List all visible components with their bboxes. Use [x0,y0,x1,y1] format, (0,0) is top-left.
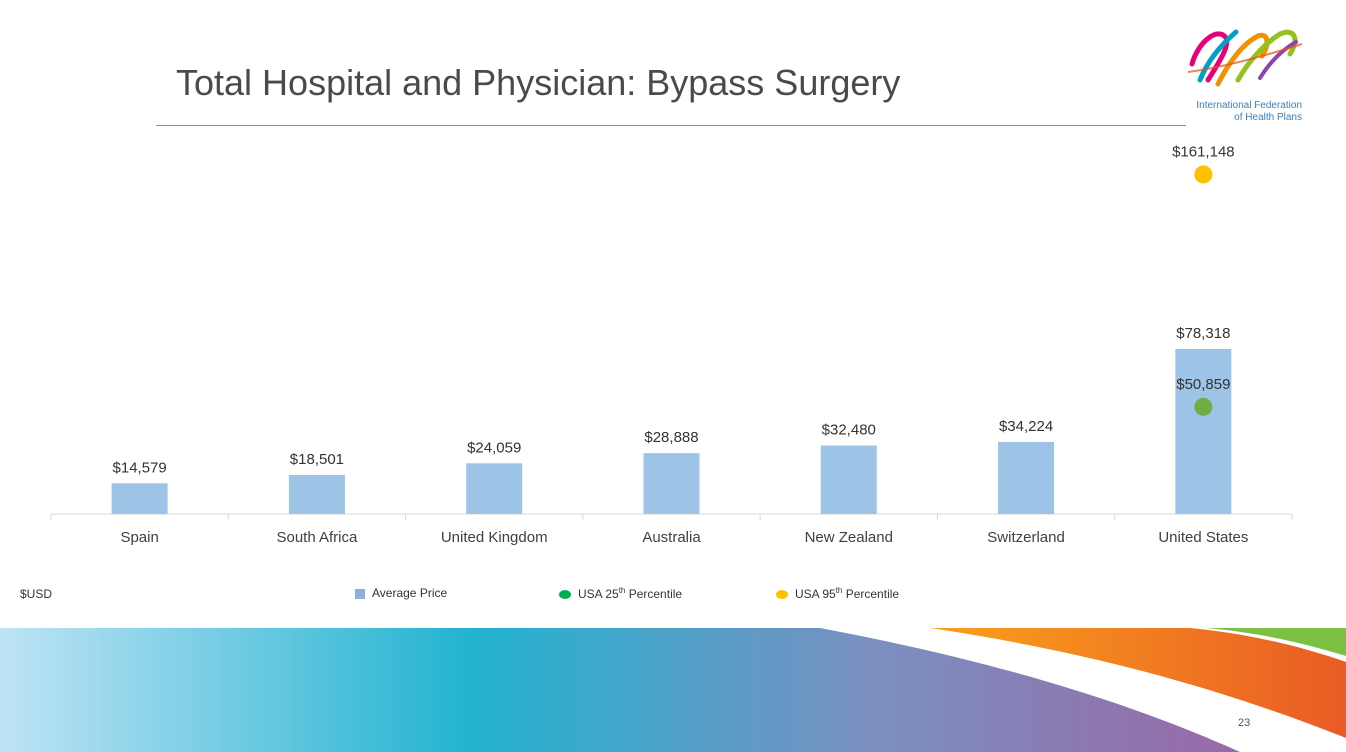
legend-average-price: Average Price [355,586,447,600]
legend-label-p25-prefix: USA 25 [578,587,619,601]
legend-label-p95-sup: th [835,586,843,595]
data-label: $34,224 [999,418,1053,435]
page-number: 23 [1238,717,1251,729]
legend-swatch-yellow-dot-icon [776,590,788,600]
bar-spain [111,483,168,514]
currency-note: $USD [20,587,53,601]
legend-label-average: Average Price [372,586,448,600]
x-tick-label: Australia [642,529,701,546]
x-tick-label: Switzerland [987,529,1065,546]
footer-banner [0,628,1346,752]
legend-label-p95-suffix: Percentile [842,587,900,601]
data-label: $78,318 [1176,325,1230,342]
legend-label-p25-suffix: Percentile [625,587,683,601]
marker-label: $161,148 [1172,143,1235,160]
x-tick-label: United Kingdom [441,529,548,546]
bar-switzerland [998,441,1055,514]
bar-united-kingdom [466,463,523,514]
bar-south-africa [288,475,345,514]
data-label: $32,480 [822,422,876,439]
bar-new-zealand [820,445,877,514]
legend-swatch-green-dot-icon [559,590,571,600]
legend-swatch-square-icon [355,588,365,599]
marker-label: $50,859 [1176,376,1230,393]
x-tick-label: New Zealand [805,529,893,546]
page-title: Total Hospital and Physician: Bypass Sur… [176,62,901,103]
marker-usa-95th-percentile [1194,165,1213,184]
ifhp-logo-icon [1187,29,1303,87]
data-label: $18,501 [290,451,344,468]
x-tick-label: United States [1158,529,1248,546]
data-label: $28,888 [644,429,698,446]
bar-united-states [1175,349,1232,514]
x-tick-label: Spain [120,529,158,546]
bar-chart: $14,579 Spain $18,501 South Africa $24,059 Un… [50,143,1293,546]
legend-p25: USA 25th Percentile [559,586,682,601]
title-divider [156,125,1186,126]
legend-p95: USA 95th Percentile [776,586,899,601]
marker-usa-25th-percentile [1194,397,1213,416]
logo-text-line2: of Health Plans [1234,112,1302,123]
logo-text-line1: International Federation [1196,100,1302,111]
legend-label-p95-prefix: USA 95 [795,587,836,601]
bar-australia [643,453,700,514]
data-label: $14,579 [113,459,167,476]
x-tick-label: South Africa [276,529,358,546]
legend-label-p25-sup: th [618,586,626,595]
data-label: $24,059 [467,439,521,456]
